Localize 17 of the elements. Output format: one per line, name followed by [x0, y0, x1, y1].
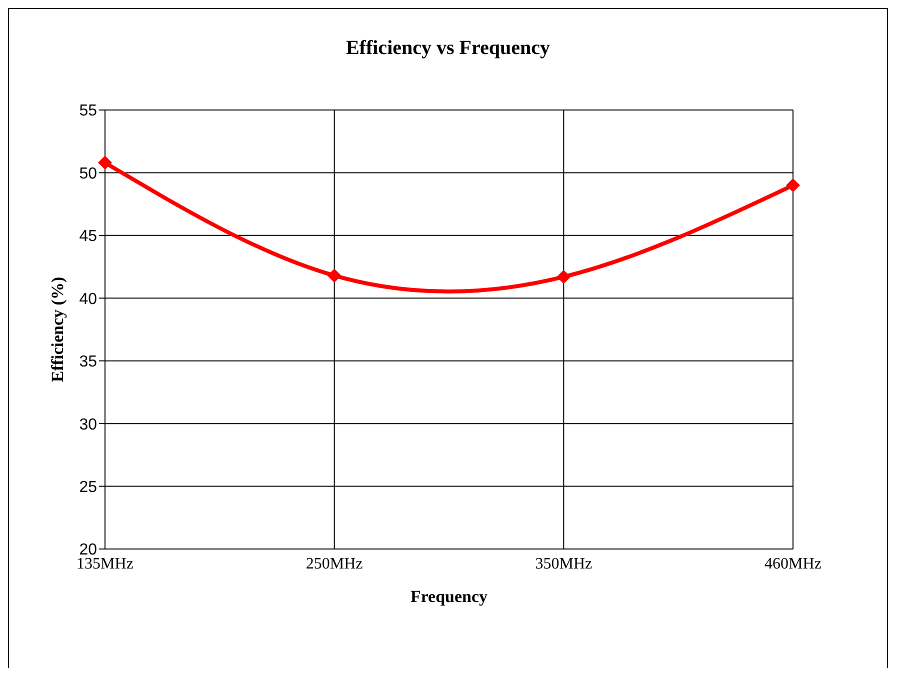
- x-tick-label: 350MHz: [535, 555, 592, 572]
- x-tick-label: 250MHz: [306, 555, 363, 572]
- y-tick-label: 40: [79, 290, 98, 308]
- y-tick-label: 45: [79, 228, 98, 246]
- point: [327, 268, 342, 283]
- x-tick-label: 460MHz: [764, 555, 822, 572]
- chart-title: Efficiency vs Frequency: [344, 37, 552, 60]
- y-tick-label: 55: [79, 102, 98, 120]
- point: [98, 156, 112, 170]
- y-tick-label: 30: [79, 416, 98, 434]
- y-tick-label: 35: [79, 354, 98, 371]
- y-tick-label: 50: [79, 165, 98, 182]
- point: [556, 270, 571, 284]
- point: [786, 178, 800, 192]
- y-tick-label: 25: [79, 478, 98, 496]
- x-axis-title: Frequency: [410, 587, 488, 606]
- y-axis-title: Efficiency (%): [48, 276, 68, 382]
